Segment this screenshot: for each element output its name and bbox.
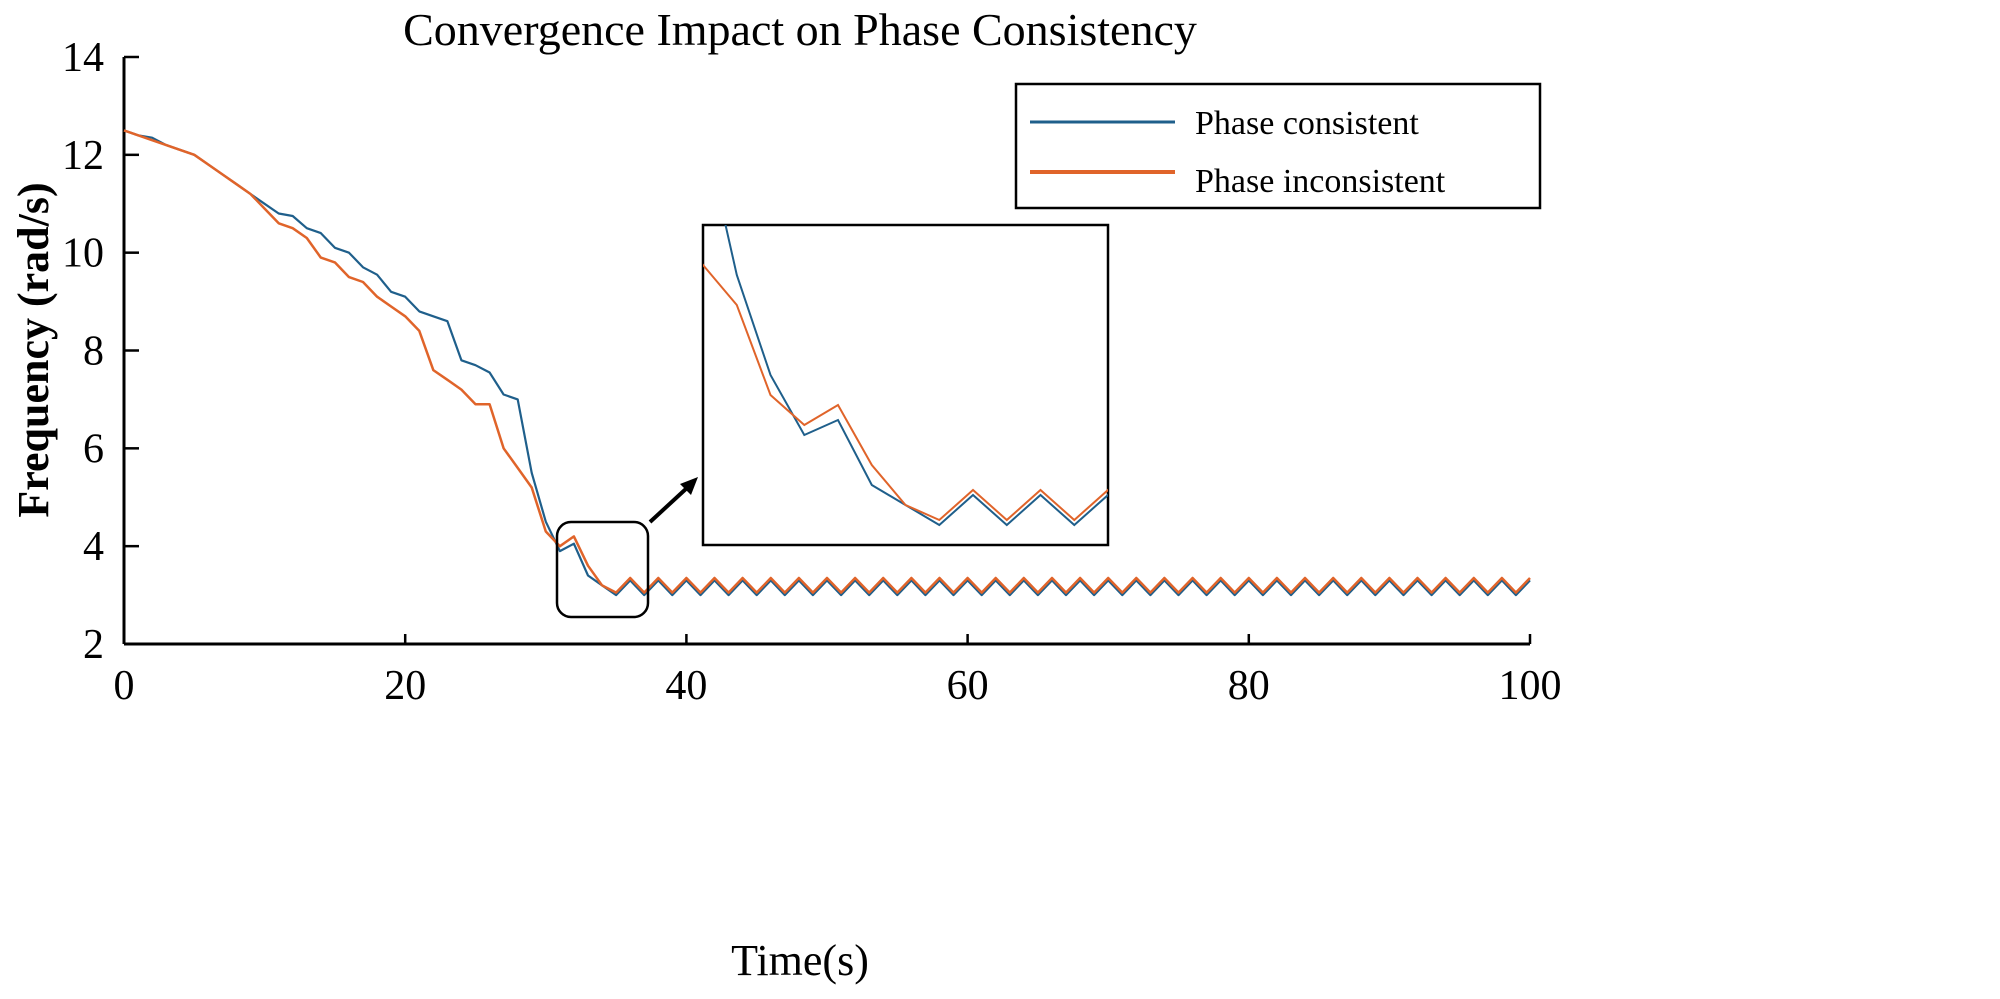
legend: Phase consistent Phase inconsistent (1014, 82, 1542, 210)
inset-frame (701, 223, 1110, 547)
x-tick-label: 20 (384, 663, 426, 709)
inset-series-line (703, 263, 1108, 522)
chart-title: Convergence Impact on Phase Consistency (403, 4, 1197, 55)
series-line-phase-inconsistent (123, 129, 1531, 594)
y-axis-label: Frequency (rad/s) (9, 182, 58, 517)
y-tick-label: 14 (62, 35, 104, 81)
y-tick-label: 6 (83, 426, 104, 472)
legend-box (1014, 82, 1542, 210)
highlight-region (555, 520, 650, 619)
x-tick-label: 60 (947, 663, 989, 709)
zoom-arrowhead (680, 477, 698, 495)
y-tick-label: 2 (83, 622, 104, 668)
legend-label-phase-consistent: Phase consistent (1195, 105, 1419, 142)
y-tick-label: 4 (83, 524, 104, 570)
zoom-arrow (648, 485, 690, 524)
y-tick-label: 10 (62, 231, 104, 277)
y-tick-label: 8 (83, 329, 104, 375)
x-tick-label: 0 (114, 663, 135, 709)
series-line-phase-consistent (123, 129, 1531, 597)
x-tick-label: 40 (665, 663, 707, 709)
y-tick-label: 12 (62, 133, 104, 179)
x-tick-label: 80 (1228, 663, 1270, 709)
x-axis-label: Time(s) (731, 936, 869, 985)
x-tick-label: 100 (1499, 663, 1562, 709)
legend-label-phase-inconsistent: Phase inconsistent (1195, 163, 1446, 200)
